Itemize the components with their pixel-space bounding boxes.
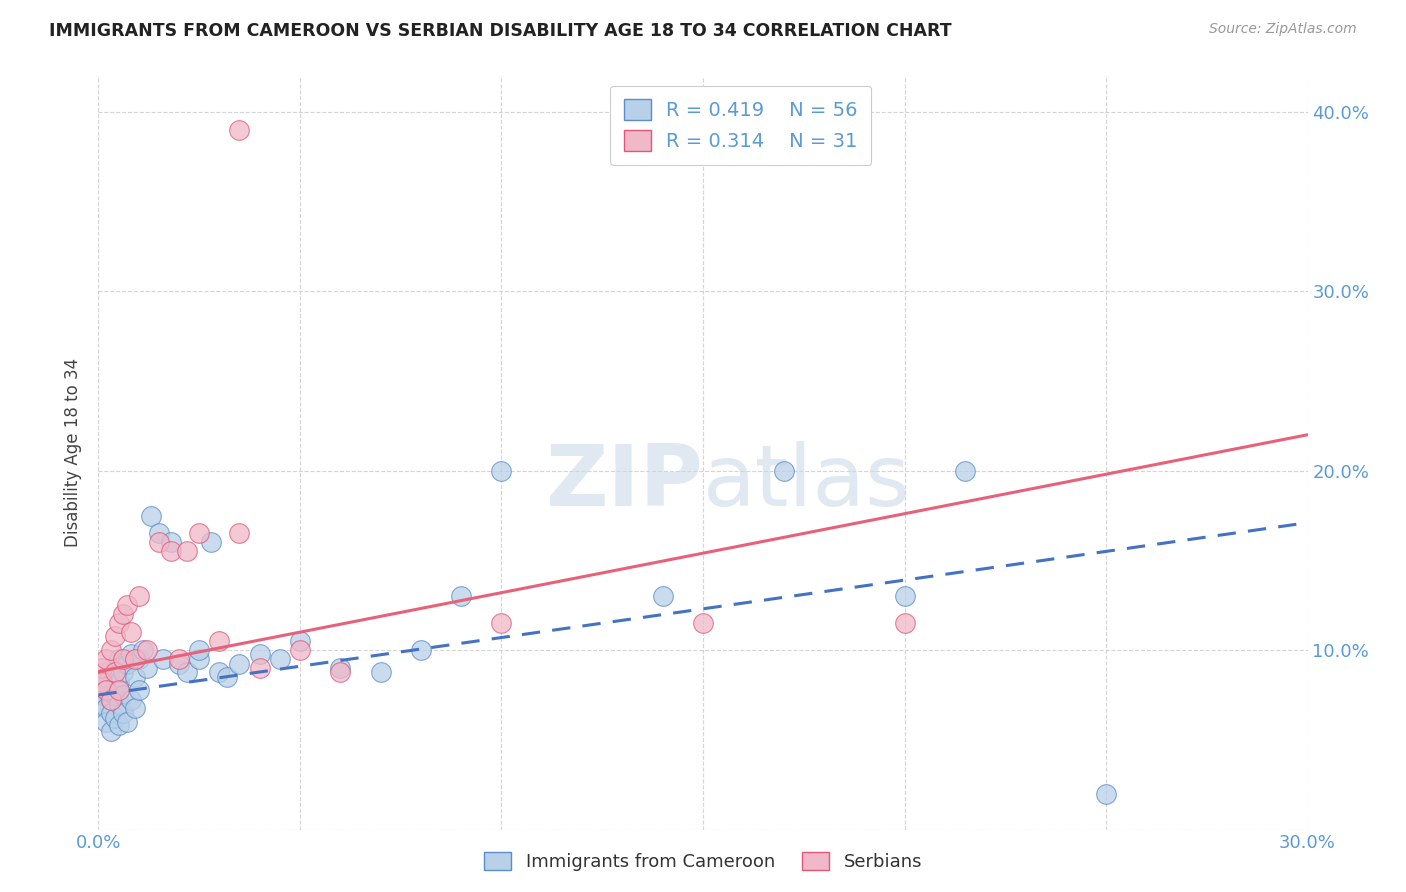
Point — [139, 508, 162, 523]
Point — [91, 688, 114, 702]
Point — [128, 682, 150, 697]
Point — [329, 665, 352, 679]
Legend: R = 0.419    N = 56, R = 0.314    N = 31: R = 0.419 N = 56, R = 0.314 N = 31 — [610, 86, 872, 165]
Point — [100, 723, 122, 738]
Point — [124, 670, 146, 684]
Point — [107, 652, 129, 666]
Point — [249, 647, 271, 661]
Point — [96, 652, 118, 666]
Point — [217, 670, 239, 684]
Point — [96, 670, 118, 684]
Point — [491, 464, 513, 478]
Point — [103, 711, 125, 725]
Point — [269, 652, 291, 666]
Point — [120, 625, 142, 640]
Point — [772, 464, 794, 478]
Point — [893, 589, 915, 603]
Point — [124, 652, 146, 666]
Point — [167, 652, 190, 666]
Point — [100, 706, 122, 720]
Point — [96, 700, 118, 714]
Point — [91, 675, 114, 690]
Point — [409, 643, 432, 657]
Point — [208, 634, 231, 648]
Point — [450, 589, 472, 603]
Point — [135, 643, 157, 657]
Point — [107, 697, 129, 711]
Point — [91, 697, 114, 711]
Legend: Immigrants from Cameroon, Serbians: Immigrants from Cameroon, Serbians — [477, 845, 929, 879]
Point — [893, 616, 915, 631]
Point — [120, 647, 142, 661]
Point — [91, 675, 114, 690]
Point — [111, 706, 134, 720]
Point — [96, 682, 118, 697]
Point — [96, 714, 118, 729]
Point — [100, 643, 122, 657]
Point — [148, 535, 170, 549]
Point — [370, 665, 392, 679]
Point — [167, 657, 190, 672]
Point — [188, 526, 211, 541]
Point — [103, 665, 125, 679]
Point — [135, 661, 157, 675]
Text: Source: ZipAtlas.com: Source: ZipAtlas.com — [1209, 22, 1357, 37]
Point — [329, 661, 352, 675]
Point — [228, 526, 250, 541]
Point — [111, 607, 134, 622]
Point — [176, 665, 198, 679]
Point — [96, 682, 118, 697]
Point — [152, 652, 174, 666]
Point — [228, 122, 250, 136]
Point — [1095, 787, 1118, 801]
Point — [111, 688, 134, 702]
Point — [120, 693, 142, 707]
Point — [188, 652, 211, 666]
Point — [107, 718, 129, 732]
Point — [115, 657, 138, 672]
Point — [128, 589, 150, 603]
Point — [103, 629, 125, 643]
Point — [100, 661, 122, 675]
Point — [651, 589, 673, 603]
Point — [107, 616, 129, 631]
Y-axis label: Disability Age 18 to 34: Disability Age 18 to 34 — [65, 358, 83, 548]
Point — [132, 643, 155, 657]
Point — [100, 693, 122, 707]
Point — [208, 665, 231, 679]
Point — [111, 652, 134, 666]
Text: IMMIGRANTS FROM CAMEROON VS SERBIAN DISABILITY AGE 18 TO 34 CORRELATION CHART: IMMIGRANTS FROM CAMEROON VS SERBIAN DISA… — [49, 22, 952, 40]
Point — [148, 526, 170, 541]
Point — [115, 714, 138, 729]
Point — [103, 679, 125, 693]
Point — [111, 665, 134, 679]
Point — [100, 693, 122, 707]
Text: atlas: atlas — [703, 442, 911, 524]
Point — [288, 634, 311, 648]
Point — [953, 464, 976, 478]
Point — [124, 700, 146, 714]
Point — [176, 544, 198, 558]
Point — [128, 652, 150, 666]
Point — [228, 657, 250, 672]
Point — [91, 661, 114, 675]
Point — [107, 682, 129, 697]
Point — [249, 661, 271, 675]
Point — [160, 544, 183, 558]
Point — [107, 675, 129, 690]
Point — [188, 643, 211, 657]
Point — [692, 616, 714, 631]
Point — [103, 688, 125, 702]
Point — [160, 535, 183, 549]
Point — [491, 616, 513, 631]
Point — [288, 643, 311, 657]
Text: ZIP: ZIP — [546, 442, 703, 524]
Point — [200, 535, 222, 549]
Point — [115, 599, 138, 613]
